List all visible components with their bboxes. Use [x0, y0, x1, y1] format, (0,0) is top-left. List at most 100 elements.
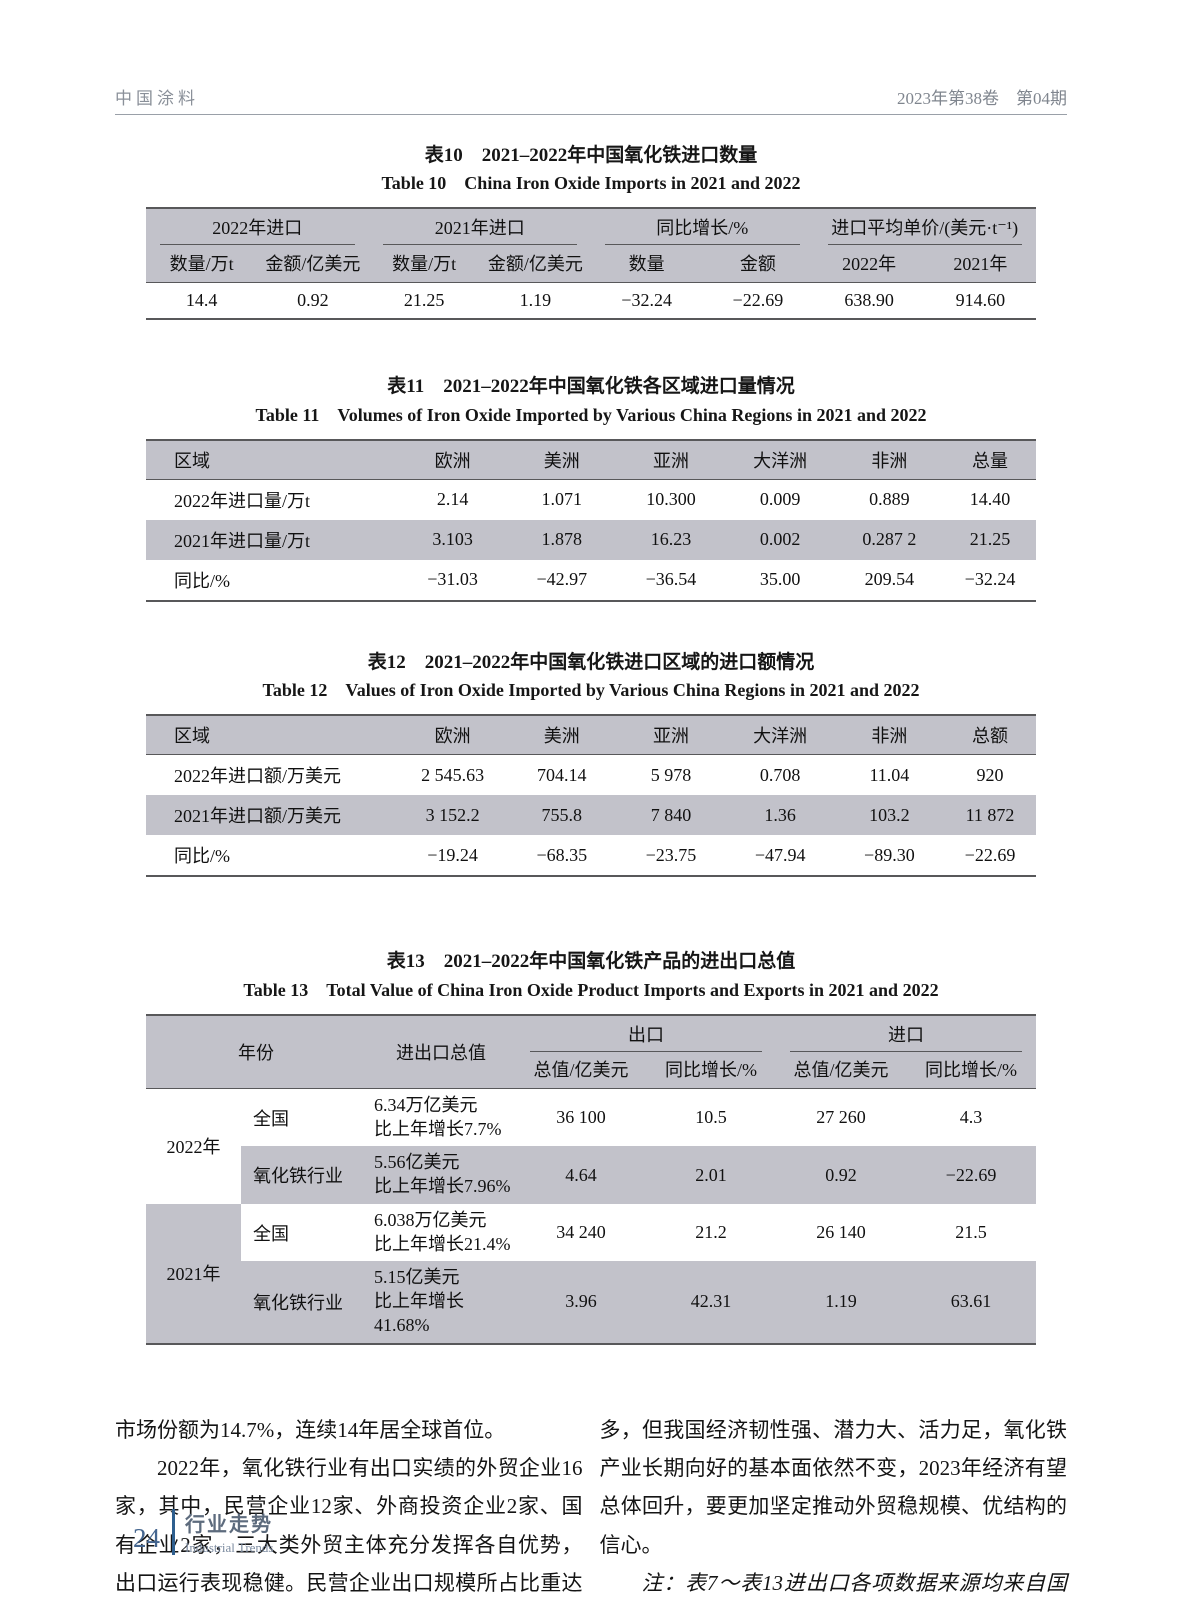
table-cell: −89.30: [864, 844, 915, 865]
table-row: 2022年 全国 6.34万亿美元 比上年增长7.7% 36 100 10.5 …: [146, 1088, 1036, 1204]
table-11-title-cn: 表11 2021–2022年中国氧化铁各区域进口量情况: [387, 376, 795, 398]
row-label: 同比/%: [174, 846, 230, 867]
total-line-2: 比上年增长41.68%: [374, 1291, 464, 1335]
table-cell: 103.2: [834, 795, 944, 836]
table-cell: 0.92: [776, 1146, 906, 1204]
table-10-title-en: Table 10 China Iron Oxide Imports in 202…: [381, 173, 801, 194]
table-cell: 11 872: [944, 795, 1036, 836]
table-cell: 10.5: [695, 1107, 727, 1127]
table-13-title-cn: 表13 2021–2022年中国氧化铁产品的进出口总值: [386, 951, 796, 973]
table-12: 区域 欧洲 美洲 亚洲 大洋洲 非洲 总额 2022年进口额/万美元 2 545…: [146, 714, 1036, 878]
column-header: 非洲: [834, 715, 944, 756]
row-label: 同比/%: [174, 570, 230, 591]
table-cell: 0.287 2: [834, 519, 944, 560]
total-line-1: 6.038万亿美元: [374, 1209, 487, 1230]
total-value-cell: 5.15亿美元 比上年增长41.68%: [366, 1261, 516, 1344]
column-header-total: 进出口总值: [366, 1014, 516, 1089]
table-12-title: 表12 2021–2022年中国氧化铁进口区域的进口额情况 Table 12 V…: [115, 648, 1067, 704]
column-header: 数量/万t: [146, 245, 258, 284]
table-12-title-en: Table 12 Values of Iron Oxide Imported b…: [262, 680, 920, 701]
row-label: 2022年进口量/万t: [174, 490, 311, 511]
table-13-title-en: Table 13 Total Value of China Iron Oxide…: [243, 979, 939, 1000]
table-cell: 2.14: [436, 489, 469, 510]
table-cell: 0.889: [869, 489, 910, 510]
table-cell: −22.69: [732, 290, 784, 311]
page-running-header: 中国涂料 2023年第38卷 第04期: [115, 0, 1067, 115]
table-row: 同比/% −19.24 −68.35 −23.75 −47.94 −89.30 …: [146, 835, 1036, 876]
table-cell: −22.69: [906, 1146, 1036, 1204]
table-row: 同比/% −31.03 −42.97 −36.54 35.00 209.54 −…: [146, 560, 1036, 601]
paragraph: 市场份额为14.7%，连续14年居全球首位。: [115, 1417, 506, 1442]
column-header: 大洋洲: [725, 715, 835, 756]
year-cell: 2021年: [146, 1203, 241, 1344]
table-12-title-cn: 表12 2021–2022年中国氧化铁进口区域的进口额情况: [367, 651, 815, 673]
category-cell: 全国: [253, 1108, 289, 1129]
table-cell: 914.60: [955, 290, 1006, 311]
table-cell: 5 978: [650, 764, 692, 785]
table-cell: 3 152.2: [398, 795, 508, 836]
table-cell: 704.14: [537, 764, 587, 785]
table-cell: 36 100: [556, 1107, 606, 1127]
column-header: 欧洲: [398, 439, 508, 480]
table-cell: −19.24: [427, 844, 478, 865]
table-cell: −31.03: [427, 569, 478, 590]
total-line-2: 比上年增长7.96%: [374, 1176, 511, 1196]
row-label: 2022年进口额/万美元: [174, 766, 342, 787]
table-cell: 3.103: [398, 519, 508, 560]
column-header: 数量: [591, 245, 703, 284]
table-cell: 4.3: [959, 1107, 983, 1127]
column-group-header: 2022年进口: [146, 208, 369, 246]
category-cell: 氧化铁行业: [241, 1146, 366, 1204]
table-13-group-row: 年份 进出口总值 出口 进口: [146, 1014, 1036, 1089]
table-row: 2021年进口额/万美元 3 152.2 755.8 7 840 1.36 10…: [146, 795, 1036, 836]
table-13-head: 年份 进出口总值 出口 进口 总值/亿美元 同比增长/% 总值/亿美元 同比增长…: [146, 1014, 1036, 1089]
table-row: 氧化铁行业 5.15亿美元 比上年增长41.68% 3.96 42.31 1.1…: [146, 1261, 1036, 1344]
table-row: 2022年进口量/万t 2.14 1.071 10.300 0.009 0.88…: [146, 479, 1036, 520]
column-header: 总额: [944, 715, 1036, 756]
table-cell: 10.300: [646, 489, 696, 510]
table-cell: 0.009: [759, 489, 801, 510]
column-header: 金额: [702, 245, 814, 284]
table-cell: 14.4: [185, 290, 218, 311]
column-header: 同比增长/%: [906, 1051, 1036, 1089]
page-number: 24: [133, 1522, 160, 1553]
year-cell: 2022年: [146, 1088, 241, 1204]
table-cell: 21.25: [944, 519, 1036, 560]
column-header: 金额/亿美元: [479, 245, 591, 284]
table-cell: 3.96: [516, 1261, 646, 1344]
table-cell: 21.2: [695, 1222, 727, 1242]
table-cell: 638.90: [844, 290, 894, 311]
table-cell: 16.23: [616, 519, 726, 560]
category-cell: 氧化铁行业: [241, 1261, 366, 1344]
table-row: 2021年进口量/万t 3.103 1.878 16.23 0.002 0.28…: [146, 519, 1036, 560]
column-group-header: 2021年进口: [369, 208, 592, 246]
column-header: 数量/万t: [368, 245, 480, 284]
column-header: 非洲: [834, 439, 944, 480]
table-cell: 63.61: [906, 1261, 1036, 1344]
table-cell: −32.24: [964, 569, 1016, 590]
table-cell: 27 260: [816, 1107, 866, 1127]
table-cell: 42.31: [646, 1261, 776, 1344]
column-header: 金额/亿美元: [257, 245, 369, 284]
column-header: 区域: [146, 715, 398, 756]
total-value-cell: 5.56亿美元 比上年增长7.96%: [366, 1146, 516, 1204]
column-group-header: 进口平均单价/(美元·t⁻¹): [814, 208, 1037, 246]
table-11-title: 表11 2021–2022年中国氧化铁各区域进口量情况 Table 11 Vol…: [115, 372, 1067, 428]
table-cell: 2 545.63: [421, 764, 485, 785]
column-header: 总值/亿美元: [776, 1051, 906, 1089]
table-cell: 2.01: [646, 1146, 776, 1204]
column-header: 总值/亿美元: [516, 1051, 646, 1089]
total-value-cell: 6.34万亿美元 比上年增长7.7%: [366, 1088, 516, 1146]
body-column-right: 多，但我国经济韧性强、潜力大、活力足，氧化铁产业长期向好的基本面依然不变，202…: [600, 1411, 1068, 1600]
table-12-header-row: 区域 欧洲 美洲 亚洲 大洋洲 非洲 总额: [146, 715, 1036, 756]
column-header: 美洲: [507, 439, 617, 480]
table-11-title-en: Table 11 Volumes of Iron Oxide Imported …: [255, 404, 927, 425]
row-label: 2021年进口量/万t: [146, 519, 398, 560]
column-header: 亚洲: [616, 715, 726, 756]
column-group-import: 进口: [776, 1015, 1036, 1052]
column-header: 同比增长/%: [646, 1051, 776, 1089]
table-row: 2022年进口额/万美元 2 545.63 704.14 5 978 0.708…: [146, 755, 1036, 796]
table-cell: 0.92: [297, 290, 329, 311]
page-footer: 24 行业走势 Industrial Trends: [133, 1508, 273, 1556]
table-11-header-row: 区域 欧洲 美洲 亚洲 大洋洲 非洲 总量: [146, 439, 1036, 480]
